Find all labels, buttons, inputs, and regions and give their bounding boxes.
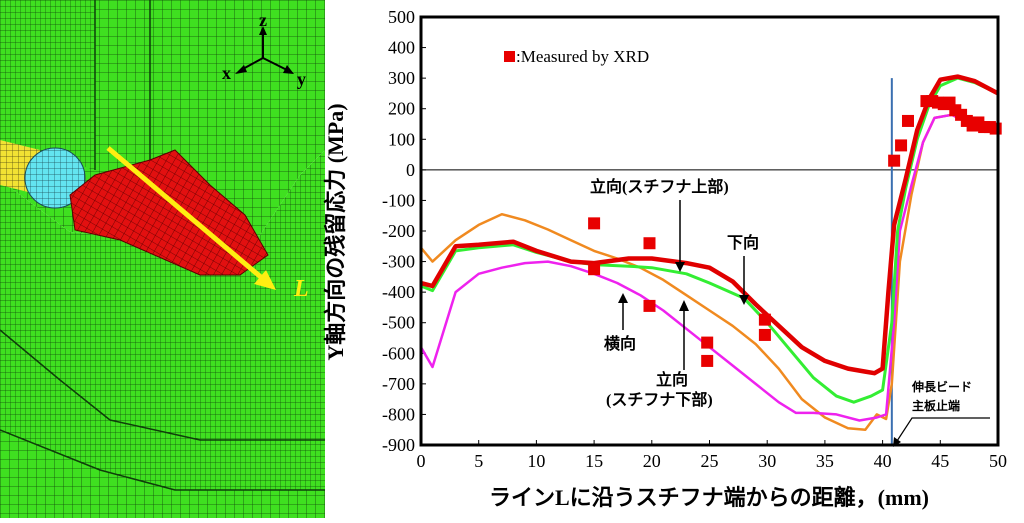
xrd-point — [701, 336, 714, 349]
stiffener-block-front — [95, 0, 150, 170]
y-tick-label: -500 — [382, 313, 415, 333]
path-line-l — [106, 146, 264, 280]
annotation-bead-toe: 伸長ビード 主板止端 — [911, 379, 975, 413]
xrd-point — [643, 299, 656, 312]
x-tick-label: 40 — [874, 451, 892, 471]
series-layer — [421, 74, 998, 431]
x-tick-label: 15 — [585, 451, 603, 471]
y-tick-label: -800 — [382, 404, 415, 424]
y-axis-title: Y軸方向の残留応力 (MPa) — [323, 103, 348, 360]
y-tick-label: -100 — [382, 190, 415, 210]
series-line-2 — [421, 113, 965, 431]
annotation-vertical-lower: 立向 (スチフナ下部) — [606, 370, 713, 409]
residual-stress-chart: 5004003002001000-100-200-300-400-500-600… — [323, 7, 1007, 510]
x-tick-label: 45 — [931, 451, 949, 471]
y-tick-label: 0 — [406, 160, 415, 180]
annotation-bead-toe-line1: 伸長ビード — [911, 379, 972, 394]
y-tick-label: -600 — [382, 343, 415, 363]
y-tick-label: 400 — [388, 38, 415, 58]
main-plate-surface — [0, 150, 325, 440]
y-tick-label: 200 — [388, 99, 415, 119]
xrd-point — [888, 154, 901, 167]
x-tick-label: 20 — [643, 451, 661, 471]
x-tick-label: 10 — [527, 451, 545, 471]
x-tick-label: 25 — [701, 451, 719, 471]
xrd-point — [901, 114, 914, 127]
xrd-point — [588, 217, 601, 230]
path-label-l: L — [293, 276, 309, 302]
x-tick-label: 0 — [417, 451, 426, 471]
x-tick-labels: 0 5 10 15 20 25 30 35 40 45 50 — [417, 440, 1007, 471]
annotation-bead-toe-line2: 主板止端 — [912, 398, 960, 413]
stiffener-end — [24, 147, 86, 209]
xrd-measurements — [588, 95, 1002, 367]
y-tick-label: -400 — [382, 282, 415, 302]
y-tick-label: -700 — [382, 374, 415, 394]
x-tick-label: 50 — [989, 451, 1007, 471]
y-tick-label: 500 — [388, 7, 415, 27]
x-tick-label: 30 — [758, 451, 776, 471]
axis-label-x: x — [222, 63, 231, 83]
xrd-point — [895, 139, 908, 152]
main-plate-front — [0, 330, 325, 490]
xrd-point — [989, 122, 1002, 135]
stiffener-block-side — [0, 0, 95, 170]
annotation-vertical-upper: 立向(スチフナ上部) — [590, 177, 729, 196]
axis-label-z: z — [259, 10, 267, 30]
axis-triad: z x y — [222, 10, 306, 89]
y-tick-labels: 500 400 300 200 100 0 -100 -200 -300 -400 -500 -600… — [382, 7, 426, 455]
annotation-vertical-lower-line1: 立向 — [656, 370, 688, 389]
x-tick-label: 35 — [816, 451, 834, 471]
y-tick-label: -200 — [382, 221, 415, 241]
y-tick-label: 300 — [388, 68, 415, 88]
y-tick-label: -300 — [382, 252, 415, 272]
xrd-point — [758, 328, 771, 341]
series-line-0 — [421, 74, 998, 376]
xrd-point — [643, 237, 656, 250]
axis-label-y: y — [297, 69, 306, 89]
annotation-vertical-lower-line2: (スチフナ下部) — [606, 390, 713, 409]
xrd-point — [701, 354, 714, 367]
xrd-point — [588, 263, 601, 276]
x-tick-label: 5 — [474, 451, 483, 471]
path-arrowhead — [254, 270, 276, 290]
legend-label: :Measured by XRD — [516, 47, 649, 66]
plot-frame — [419, 15, 1000, 447]
annotation-bead-toe-leader — [896, 417, 990, 442]
xrd-point — [758, 313, 771, 326]
annotation-flat: 下向 — [727, 233, 759, 252]
annotation-horizontal: 横向 — [604, 334, 636, 353]
attachment-block — [0, 430, 325, 518]
y-tick-label: 100 — [388, 129, 415, 149]
x-axis-title: ラインLに沿うスチフナ端からの距離，(mm) — [489, 485, 929, 510]
y-tick-label: -900 — [382, 435, 415, 455]
fe-mesh-model: L z x y — [0, 0, 325, 518]
series-line-3 — [421, 113, 965, 422]
legend-marker — [504, 51, 515, 62]
